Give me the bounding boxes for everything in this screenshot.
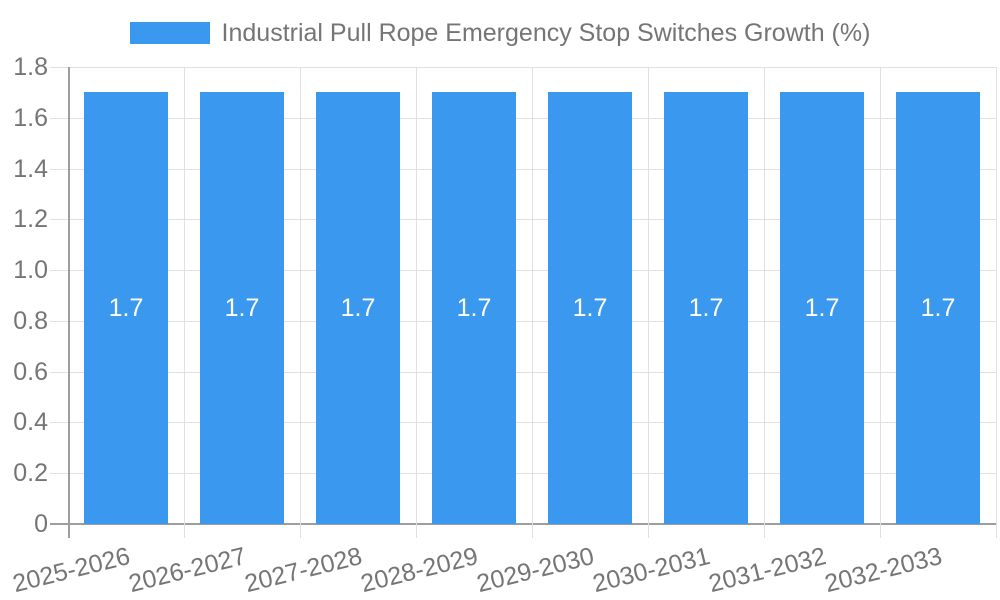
chart-title: Industrial Pull Rope Emergency Stop Swit… [221,18,871,47]
x-gridline [300,67,301,538]
x-gridline [880,67,881,538]
bar-2027-2028[interactable]: 1.7 [316,92,400,524]
bar-2031-2032[interactable]: 1.7 [780,92,864,524]
bar-value-label: 1.7 [456,293,492,322]
y-gridline [50,371,996,373]
bar-value-label: 1.7 [572,293,608,322]
x-gridline [184,67,185,538]
y-gridline [50,67,996,68]
x-gridline [416,67,417,538]
y-gridline [50,270,996,272]
y-axis-tick-label: 0 [34,510,48,538]
y-gridline [50,117,996,119]
bar-2029-2030[interactable]: 1.7 [548,92,632,524]
y-axis-tick-label: 1.8 [13,53,48,81]
y-axis-line [68,67,70,538]
x-gridline [764,67,765,538]
bar-value-label: 1.7 [108,293,144,322]
chart-legend: Industrial Pull Rope Emergency Stop Swit… [0,18,1000,48]
y-axis-tick-label: 1.4 [13,154,48,183]
x-axis-baseline [50,523,996,525]
bar-2030-2031[interactable]: 1.7 [664,92,748,524]
y-axis-tick-label: 0.8 [13,306,48,335]
x-gridline [532,67,533,538]
legend-item-growth-series[interactable]: Industrial Pull Rope Emergency Stop Swit… [129,18,871,48]
y-gridline [50,168,996,170]
bar-2025-2026[interactable]: 1.7 [84,92,168,524]
plot-area: 0 0.2 0.4 0.6 0.8 1.0 1.2 1.4 1.6 1.8 1.7 1.7 1.7 1.7… [10,55,997,598]
y-axis-tick-label: 0.6 [13,357,48,386]
y-gridline [50,473,996,475]
y-gridline [50,320,996,322]
bar-value-label: 1.7 [688,293,724,322]
legend-swatch [129,22,210,44]
x-gridline [648,67,649,538]
y-gridline [50,219,996,221]
y-gridline [50,422,996,424]
bar-value-label: 1.7 [920,293,956,322]
y-axis-tick-label: 1.2 [13,205,48,234]
y-axis-tick-label: 1.0 [13,256,48,285]
y-axis-tick-label: 0.2 [13,459,48,488]
x-gridline [996,67,997,538]
y-axis-tick-label: 0.4 [13,408,48,437]
bar-2032-2033[interactable]: 1.7 [896,92,980,524]
bar-2026-2027[interactable]: 1.7 [200,92,284,524]
bar-value-label: 1.7 [224,293,260,322]
bar-value-label: 1.7 [340,293,376,322]
y-axis-tick-label: 1.6 [13,103,48,132]
bar-2028-2029[interactable]: 1.7 [432,92,516,524]
bar-value-label: 1.7 [804,293,840,322]
